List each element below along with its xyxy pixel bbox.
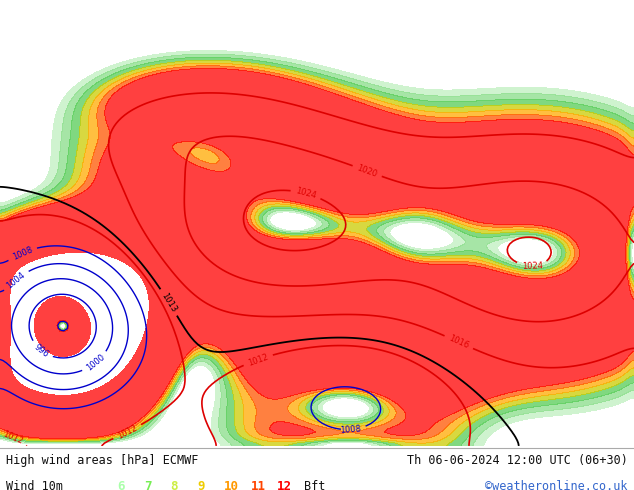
Text: 1008: 1008 [11, 245, 34, 262]
Text: 1004: 1004 [5, 270, 27, 290]
Text: 1024: 1024 [295, 187, 317, 200]
Text: ©weatheronline.co.uk: ©weatheronline.co.uk [485, 480, 628, 490]
Text: 1008: 1008 [340, 424, 361, 435]
Text: 11: 11 [250, 480, 266, 490]
Text: High wind areas [hPa] ECMWF: High wind areas [hPa] ECMWF [6, 454, 198, 467]
Text: 9: 9 [197, 480, 205, 490]
Text: 996: 996 [32, 342, 51, 359]
Text: 1012: 1012 [247, 352, 269, 368]
Text: 1012: 1012 [2, 429, 25, 446]
Text: 1012: 1012 [116, 423, 139, 441]
Text: Th 06-06-2024 12:00 UTC (06+30): Th 06-06-2024 12:00 UTC (06+30) [407, 454, 628, 467]
Text: 10: 10 [224, 480, 239, 490]
Text: 1016: 1016 [448, 334, 470, 351]
Text: 8: 8 [171, 480, 178, 490]
Text: 1000: 1000 [84, 353, 107, 373]
Text: 1020: 1020 [356, 163, 378, 179]
Text: 6: 6 [117, 480, 125, 490]
Text: 1024: 1024 [521, 261, 543, 270]
Text: Wind 10m: Wind 10m [6, 480, 63, 490]
Text: 1013: 1013 [160, 291, 178, 314]
Text: 12: 12 [277, 480, 292, 490]
Text: 7: 7 [144, 480, 152, 490]
Text: Bft: Bft [304, 480, 325, 490]
